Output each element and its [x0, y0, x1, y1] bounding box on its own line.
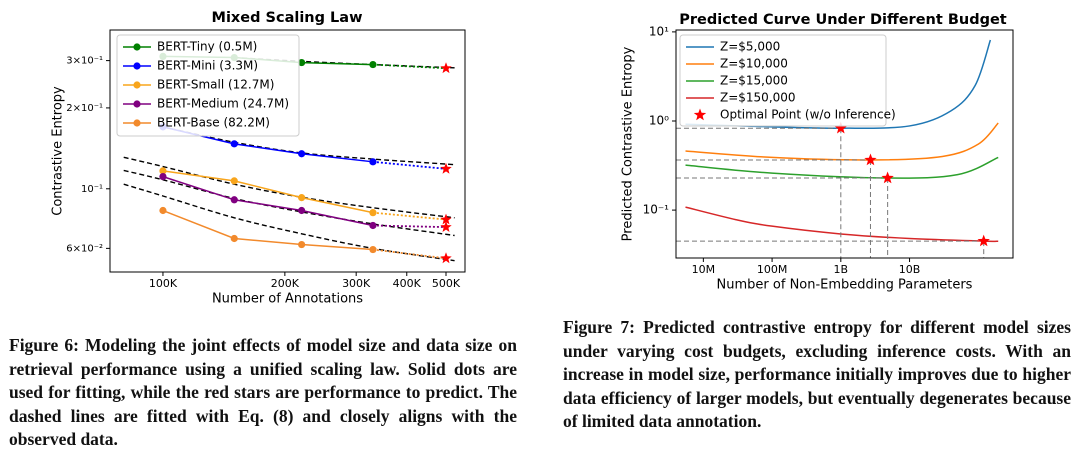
legend-dot: [133, 100, 141, 108]
x-tick-label: 10B: [899, 263, 921, 276]
x-tick-label: 10M: [692, 263, 716, 276]
data-point: [230, 234, 238, 243]
x-tick-label: 300K: [342, 277, 371, 290]
data-point: [298, 240, 306, 249]
star-point: [440, 252, 452, 264]
legend-dot: [133, 119, 141, 127]
legend-label: BERT-Medium (24.7M): [157, 97, 289, 111]
y-tick-label: 10¹: [649, 24, 669, 38]
data-point: [298, 194, 306, 202]
legend-dot: [133, 43, 141, 51]
series-line: [162, 175, 374, 227]
y-axis-label: Contrastive Entropy: [51, 86, 66, 216]
legend-label: BERT-Base (82.2M): [157, 116, 270, 130]
x-axis-label: Number of Annotations: [212, 292, 363, 307]
star-point: [834, 121, 847, 134]
legend-label: BERT-Mini (3.3M): [157, 59, 258, 73]
series-line: [685, 206, 999, 243]
star-point: [440, 62, 452, 74]
data-point: [298, 58, 306, 67]
data-point: [230, 196, 238, 204]
x-axis-label: Number of Non-Embedding Parameters: [717, 278, 973, 293]
x-tick-label: 400K: [393, 277, 422, 290]
data-point: [159, 167, 167, 175]
plot-area: [676, 39, 999, 258]
figures: Mixed Scaling Law Number of Annotations Co…: [51, 10, 1014, 307]
data-point: [298, 206, 306, 215]
data-point: [369, 60, 377, 69]
axes-frame: [675, 29, 1014, 259]
legend-label: Optimal Point (w/o Inference): [720, 108, 896, 122]
y-axis-label: Predicted Contrastive Entropy: [621, 46, 636, 241]
caption: Figure 6: Modeling the joint effects of …: [9, 335, 517, 450]
y-tick-label: 10⁻¹: [81, 184, 103, 195]
fit-line: [123, 156, 455, 219]
star-point: [440, 213, 452, 225]
data-point: [159, 173, 167, 181]
chart-title: Mixed Scaling Law: [212, 10, 363, 26]
data-point: [230, 140, 238, 148]
legend-dot: [133, 81, 141, 89]
y-tick-label: 2×10⁻¹: [66, 103, 103, 114]
star-point: [693, 108, 707, 121]
series-line: [162, 209, 373, 251]
legend-label: Z=$10,000: [720, 57, 788, 71]
star-point: [881, 171, 894, 184]
legend-label: BERT-Small (12.7M): [157, 78, 274, 92]
legend-box: [116, 34, 300, 137]
star-point: [440, 162, 452, 174]
y-tick-label: 6×10⁻²: [66, 243, 103, 254]
x-tick-label: 200K: [271, 277, 300, 290]
fit-line: [123, 183, 455, 262]
data-point: [230, 177, 238, 185]
prediction-line: [372, 211, 447, 221]
star-point: [977, 234, 990, 247]
x-tick-label: 100M: [757, 263, 788, 276]
prediction-line: [372, 248, 447, 260]
legend-label: BERT-Tiny (0.5M): [157, 40, 257, 54]
legend-label: Z=$150,000: [720, 91, 796, 105]
axes-frame: [109, 29, 466, 273]
prediction-line: [372, 224, 447, 229]
y-tick-label: 10⁻¹: [643, 203, 670, 217]
data-point: [159, 206, 167, 215]
prediction-line: [372, 63, 447, 70]
legend-label: Z=$15,000: [720, 74, 788, 88]
prediction-line: [372, 160, 447, 170]
star-point: [864, 153, 877, 166]
series-line: [162, 170, 374, 214]
x-tick-label: 100K: [149, 277, 178, 290]
legend-dot: [133, 62, 141, 70]
legend-label: Z=$5,000: [720, 40, 780, 54]
legend-box: [679, 34, 887, 127]
data-point: [369, 245, 377, 254]
data-point: [298, 150, 306, 158]
star-point: [440, 221, 452, 232]
y-tick-label: 3×10⁻¹: [66, 56, 103, 67]
series-line: [685, 39, 992, 129]
series-line: [685, 122, 999, 161]
fit-line: [162, 126, 455, 166]
chart-title: Predicted Curve Under Different Budget: [679, 12, 1007, 28]
caption: Figure 7: Predicted contrastive entropy …: [563, 317, 1071, 432]
y-tick-label: 10⁰: [649, 113, 669, 127]
x-tick-label: 1B: [834, 263, 849, 276]
x-tick-label: 500K: [432, 277, 461, 290]
